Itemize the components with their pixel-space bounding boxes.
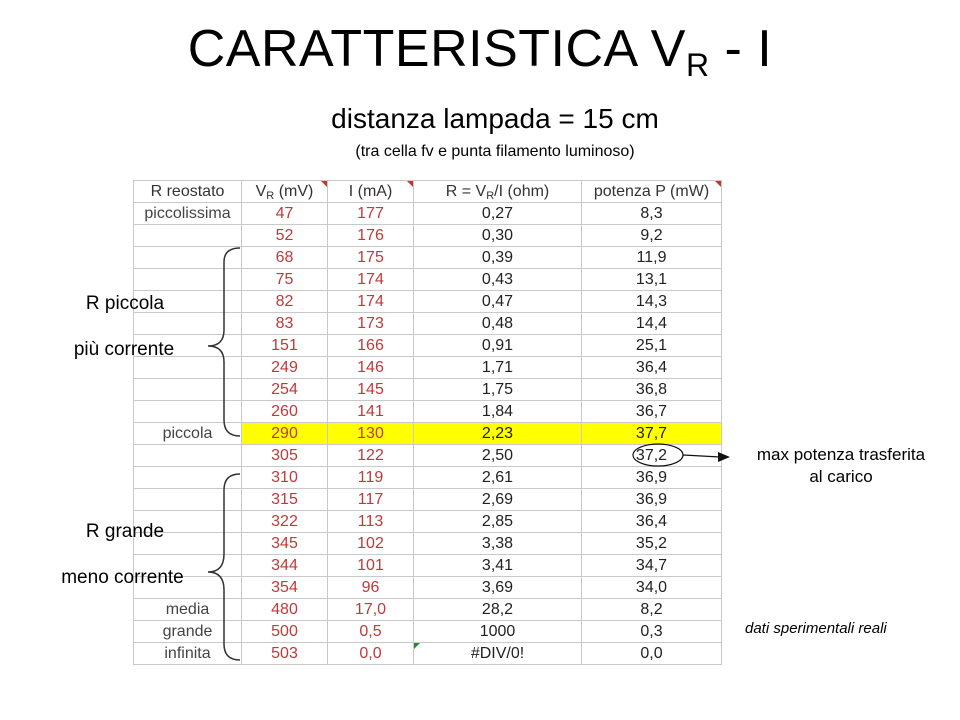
table-row: 68 175 0,39 11,9: [133, 246, 722, 269]
table-cell: piccolissima: [133, 202, 242, 225]
column-header-2: I (mA): [327, 180, 414, 203]
table-cell: 102: [327, 532, 414, 555]
table-cell: 260: [241, 400, 328, 423]
max-power-circle: [632, 443, 684, 467]
table-cell: 151: [241, 334, 328, 357]
table-cell: media: [133, 598, 242, 621]
table-cell: infinita: [133, 642, 242, 665]
table-cell: 35,2: [581, 532, 722, 555]
brace-upper: [207, 247, 241, 437]
max-power-line-2: al carico: [809, 467, 873, 486]
comment-marker-icon: [715, 181, 721, 187]
label-r-piccola: R piccola: [85, 293, 165, 314]
table-row: 345 102 3,38 35,2: [133, 532, 722, 555]
max-power-line-1: max potenza trasferita: [756, 445, 926, 464]
table-cell: 0,0: [581, 642, 722, 665]
table-row: media 480 17,0 28,2 8,2: [133, 598, 722, 621]
table-row: 83 173 0,48 14,4: [133, 312, 722, 335]
table-row: 254 145 1,75 36,8: [133, 378, 722, 401]
table-cell: 28,2: [413, 598, 582, 621]
comment-marker-icon: [321, 181, 327, 187]
table-cell: 174: [327, 290, 414, 313]
table-cell: 14,3: [581, 290, 722, 313]
table-cell: 344: [241, 554, 328, 577]
table-row: 315 117 2,69 36,9: [133, 488, 722, 511]
label-r-grande: R grande: [85, 521, 165, 542]
table-cell: 354: [241, 576, 328, 599]
slide-subnote: (tra cella fv e punta filamento luminoso…: [355, 143, 635, 160]
table-cell: 117: [327, 488, 414, 511]
table-row: grande 500 0,5 1000 0,3: [133, 620, 722, 643]
measurements-table: R reostato VR (mV) I (mA) R = VR/I (ohm) pot…: [133, 180, 722, 665]
table-cell: 146: [327, 356, 414, 379]
table-cell: 25,1: [581, 334, 722, 357]
table-cell: 145: [327, 378, 414, 401]
label-piu-corrente: più corrente: [73, 339, 175, 360]
table-cell: 500: [241, 620, 328, 643]
table-cell: 503: [241, 642, 328, 665]
table-cell: 130: [327, 422, 414, 445]
label-meno-corrente: meno corrente: [61, 567, 184, 588]
table-header-row: R reostato VR (mV) I (mA) R = VR/I (ohm) pot…: [133, 180, 722, 203]
table-cell: 166: [327, 334, 414, 357]
max-power-arrow: [682, 454, 721, 458]
table-cell: 96: [327, 576, 414, 599]
table-cell: 9,2: [581, 224, 722, 247]
table-cell: 0,3: [581, 620, 722, 643]
footnote: dati sperimentali reali: [745, 620, 887, 637]
table-cell: 290: [241, 422, 328, 445]
table-cell: 8,2: [581, 598, 722, 621]
error-marker-icon: [414, 643, 420, 649]
table-cell: 37,7: [581, 422, 722, 445]
table-cell: 173: [327, 312, 414, 335]
column-header-4: potenza P (mW): [581, 180, 722, 203]
table-cell: #DIV/0!: [413, 642, 582, 665]
slide-title: CARATTERISTICA VR - I: [187, 20, 773, 83]
table-cell: 17,0: [327, 598, 414, 621]
max-power-arrowhead: [718, 452, 730, 462]
table-cell: 36,4: [581, 356, 722, 379]
comment-marker-icon: [407, 181, 413, 187]
table-cell: 0,30: [413, 224, 582, 247]
table-cell: 2,50: [413, 444, 582, 467]
table-cell: 249: [241, 356, 328, 379]
table-cell: 0,5: [327, 620, 414, 643]
table-cell: 13,1: [581, 268, 722, 291]
table-row: piccolissima 47 177 0,27 8,3: [133, 202, 722, 225]
table-row: 322 113 2,85 36,4: [133, 510, 722, 533]
table-row: 249 146 1,71 36,4: [133, 356, 722, 379]
table-row: piccola 290 130 2,23 37,7: [133, 422, 722, 445]
brace-lower: [207, 473, 241, 661]
table-row: 52 176 0,30 9,2: [133, 224, 722, 247]
column-header-3: R = VR/I (ohm): [413, 180, 582, 203]
table-cell: 315: [241, 488, 328, 511]
table-cell: 345: [241, 532, 328, 555]
slide-subtitle: distanza lampada = 15 cm: [331, 103, 659, 134]
table-row: 151 166 0,91 25,1: [133, 334, 722, 357]
table-cell: 36,8: [581, 378, 722, 401]
table-cell: piccola: [133, 422, 242, 445]
max-power-note: max potenza trasferita al carico: [726, 444, 956, 488]
table-row: infinita 503 0,0 #DIV/0! 0,0: [133, 642, 722, 665]
